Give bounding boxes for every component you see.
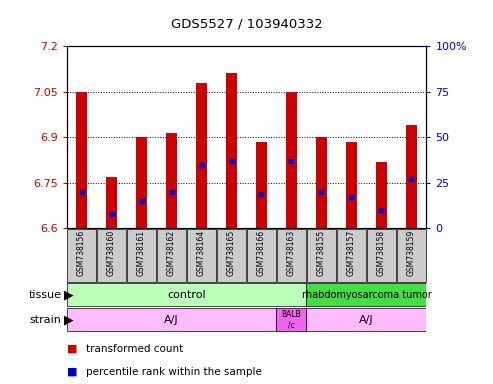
FancyBboxPatch shape <box>217 229 246 282</box>
Bar <box>256 142 267 228</box>
Bar <box>406 125 417 228</box>
Text: ■: ■ <box>67 344 77 354</box>
Text: GSM738165: GSM738165 <box>227 230 236 276</box>
Bar <box>136 137 147 228</box>
Text: GSM738156: GSM738156 <box>77 230 86 276</box>
Bar <box>166 133 177 228</box>
Bar <box>376 162 387 228</box>
FancyBboxPatch shape <box>67 229 96 282</box>
Text: transformed count: transformed count <box>86 344 183 354</box>
Text: tissue: tissue <box>29 290 62 300</box>
Text: GSM738162: GSM738162 <box>167 230 176 276</box>
Text: GSM738161: GSM738161 <box>137 230 146 276</box>
Bar <box>316 137 327 228</box>
Bar <box>106 177 117 228</box>
Bar <box>226 73 237 228</box>
Bar <box>196 83 207 228</box>
FancyBboxPatch shape <box>67 283 307 306</box>
Text: GSM738159: GSM738159 <box>407 230 416 276</box>
Text: strain: strain <box>30 314 62 325</box>
Text: ▶: ▶ <box>64 288 74 301</box>
FancyBboxPatch shape <box>397 229 426 282</box>
Text: GSM738158: GSM738158 <box>377 230 386 276</box>
FancyBboxPatch shape <box>307 283 426 306</box>
Text: GSM738160: GSM738160 <box>107 230 116 276</box>
FancyBboxPatch shape <box>67 308 277 331</box>
FancyBboxPatch shape <box>277 308 307 331</box>
Text: GSM738157: GSM738157 <box>347 230 356 276</box>
Text: GSM738155: GSM738155 <box>317 230 326 276</box>
FancyBboxPatch shape <box>187 229 216 282</box>
Text: rhabdomyosarcoma tumor: rhabdomyosarcoma tumor <box>302 290 431 300</box>
FancyBboxPatch shape <box>157 229 186 282</box>
Text: control: control <box>167 290 206 300</box>
FancyBboxPatch shape <box>127 229 156 282</box>
Text: percentile rank within the sample: percentile rank within the sample <box>86 367 262 377</box>
Text: GDS5527 / 103940332: GDS5527 / 103940332 <box>171 17 322 30</box>
Text: ■: ■ <box>67 367 77 377</box>
FancyBboxPatch shape <box>97 229 126 282</box>
Text: GSM738163: GSM738163 <box>287 230 296 276</box>
Bar <box>76 92 87 228</box>
Text: ▶: ▶ <box>64 313 74 326</box>
Text: A/J: A/J <box>359 314 374 325</box>
Bar <box>286 92 297 228</box>
FancyBboxPatch shape <box>307 229 336 282</box>
FancyBboxPatch shape <box>307 308 426 331</box>
FancyBboxPatch shape <box>247 229 276 282</box>
Bar <box>346 142 357 228</box>
Text: GSM738164: GSM738164 <box>197 230 206 276</box>
FancyBboxPatch shape <box>277 229 306 282</box>
Text: BALB
/c: BALB /c <box>282 310 301 329</box>
Text: A/J: A/J <box>164 314 179 325</box>
Text: GSM738166: GSM738166 <box>257 230 266 276</box>
FancyBboxPatch shape <box>337 229 366 282</box>
FancyBboxPatch shape <box>367 229 396 282</box>
